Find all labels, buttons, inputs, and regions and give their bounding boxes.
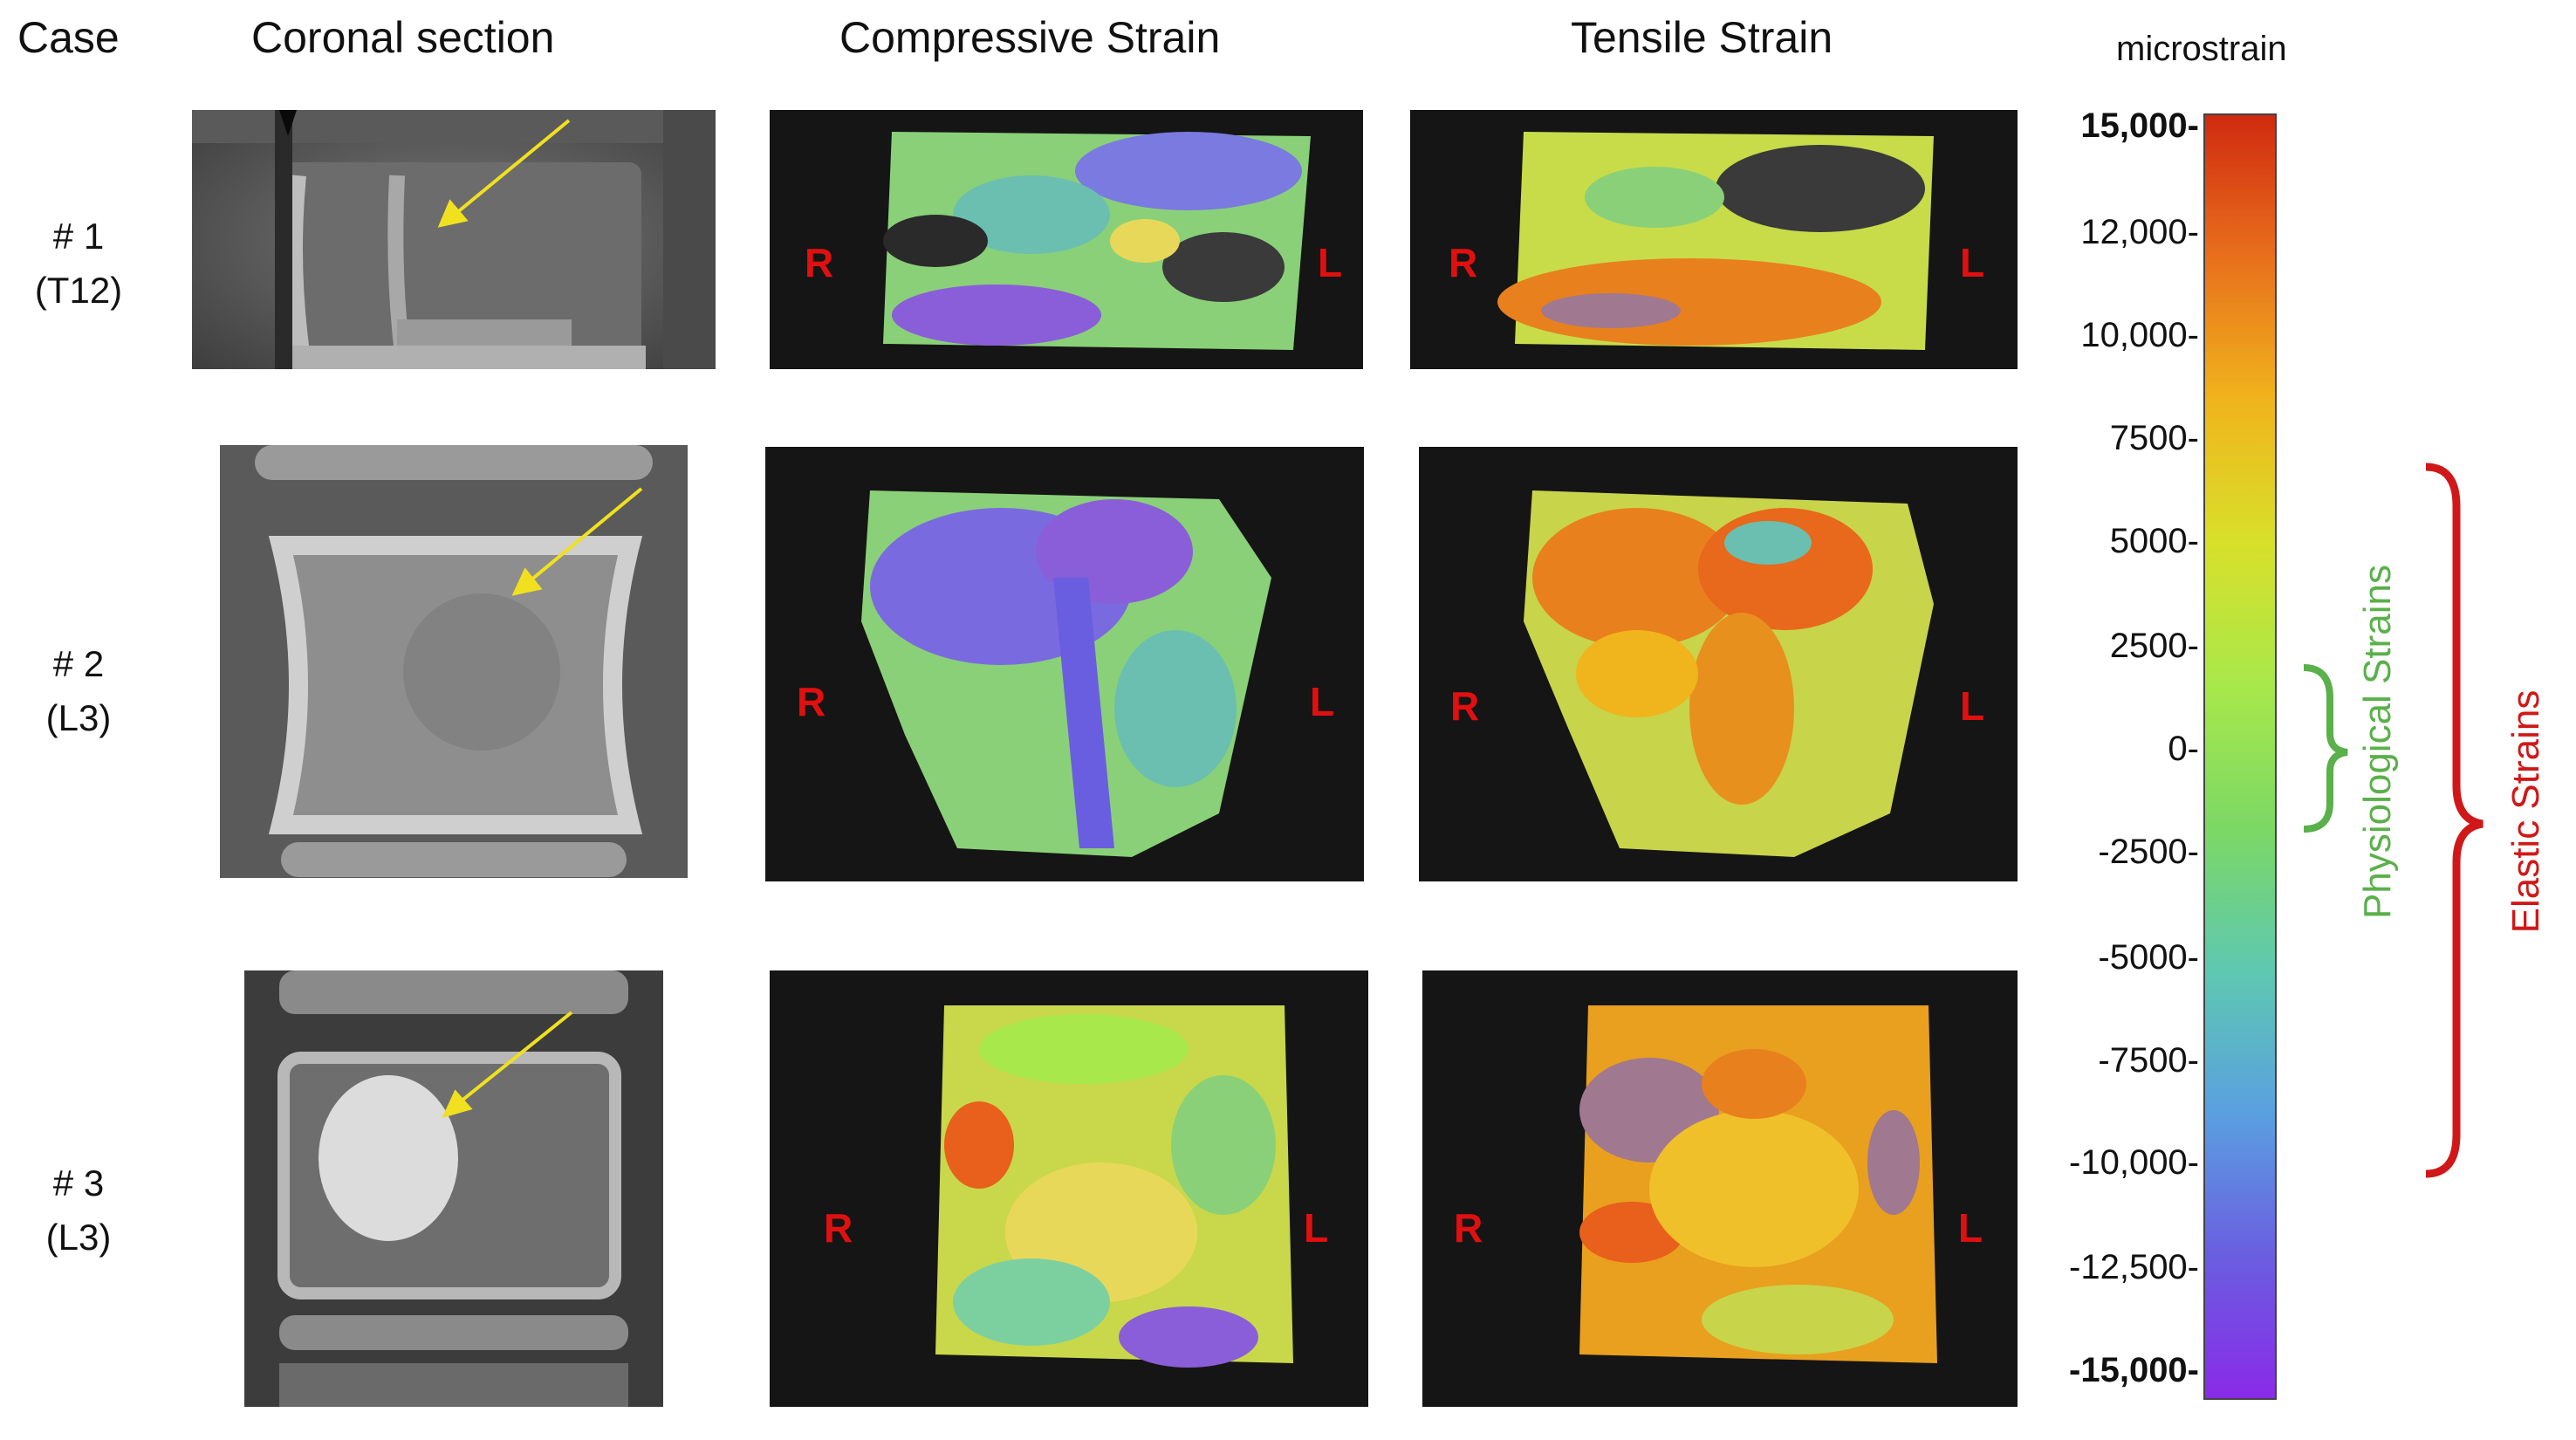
colorbar-tick-label: 7500- [2109,419,2199,457]
colorbar-tick-label: 15,000- [2080,106,2199,145]
colorbar-tick-label: 12,000- [2080,213,2199,251]
ct-image-case-2 [220,445,688,878]
colorbar-tick-label: 2500- [2109,627,2199,665]
physiological-bracket [2303,664,2348,833]
tensile-strain-map-case-2: R L [1419,447,2018,881]
colorbar-tick-label: -5000- [2098,938,2199,977]
left-side-label: L [1304,1205,1329,1251]
colorbar-tick-label: -7500- [2098,1041,2199,1080]
arrow-case-3 [459,1011,573,1103]
colorbar-tick-label: -10,000- [2069,1143,2199,1182]
case-level: (T12) [34,270,123,311]
right-side-label: R [1450,683,1480,729]
elastic-strains-label: Elastic Strains [2504,689,2547,934]
arrow-case-2 [529,487,643,582]
physiological-strains-label: Physiological Strains [2356,565,2399,919]
microstrain-colorbar [2203,113,2277,1400]
colorbar-tick-label: 0- [2168,730,2199,768]
case-level: (L3) [45,1217,112,1258]
left-side-label: L [1318,240,1343,285]
tensile-strain-map-case-1: R L [1410,110,2018,369]
case-label-3: # 3 (L3) [17,1156,140,1265]
compressive-strain-map-case-2: R L [765,447,1364,881]
header-case: Case [17,13,120,62]
left-side-label: L [1960,683,1985,729]
case-number: # 3 [52,1162,105,1203]
elastic-bracket [2425,463,2484,1178]
case-level: (L3) [45,697,112,738]
right-side-label: R [1454,1205,1483,1251]
compressive-strain-map-case-1: R L [770,110,1363,369]
left-side-label: L [1958,1205,1983,1251]
ct-image-case-1 [192,110,716,369]
right-side-label: R [797,679,826,724]
left-side-label: L [1310,679,1335,724]
header-tensile-strain: Tensile Strain [1571,13,1833,62]
arrow-case-1-head [437,199,469,228]
compressive-strain-map-case-3: R L [770,970,1368,1407]
case-label-1: # 1 (T12) [17,209,140,318]
colorbar-tick-label: 10,000- [2080,316,2199,354]
header-microstrain-unit: microstrain [2116,30,2287,68]
arrow-case-3-head [442,1089,473,1119]
colorbar-tick-label: -15,000- [2069,1351,2199,1389]
case-number: # 2 [52,643,105,684]
ct-image-case-3 [244,970,663,1407]
case-number: # 1 [52,216,105,257]
arrow-case-1 [454,119,571,216]
right-side-label: R [1449,240,1478,285]
header-compressive-strain: Compressive Strain [839,13,1221,62]
colorbar-tick-label: -2500- [2098,833,2199,871]
left-side-label: L [1960,240,1985,285]
arrow-case-2-head [511,567,543,596]
right-side-label: R [805,240,834,285]
bracket-overlay [2303,463,2484,1178]
case-label-2: # 2 (L3) [17,637,140,745]
colorbar-tick-label: 5000- [2109,522,2199,560]
right-side-label: R [824,1205,853,1251]
tensile-strain-map-case-3: R L [1422,970,2018,1407]
header-coronal-section: Coronal section [251,13,555,62]
colorbar-tick-label: -12,500- [2069,1248,2199,1286]
